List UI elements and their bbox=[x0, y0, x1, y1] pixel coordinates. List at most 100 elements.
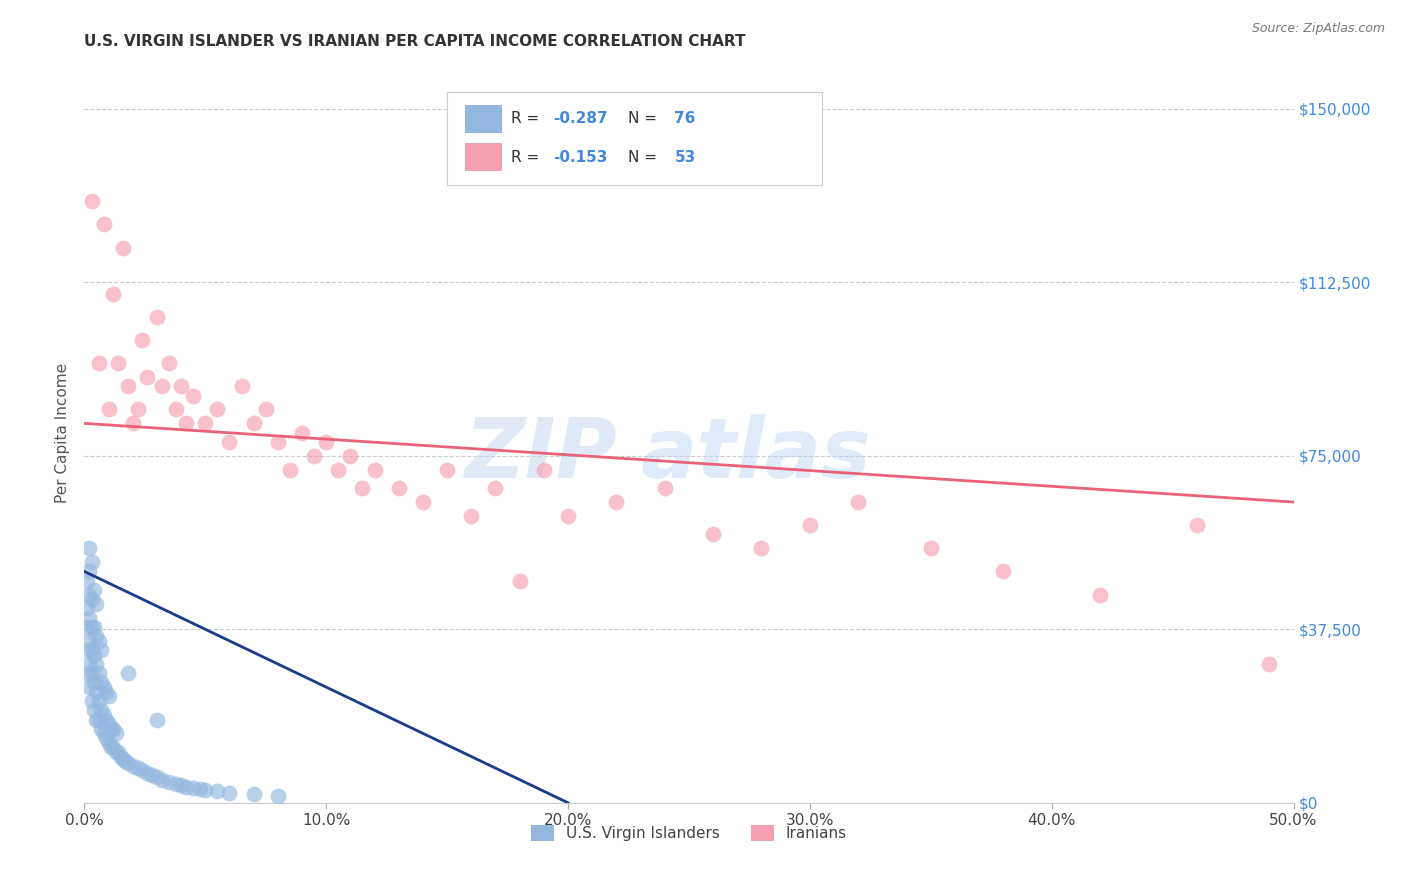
Point bbox=[460, 508, 482, 523]
Y-axis label: Per Capita Income: Per Capita Income bbox=[55, 362, 70, 503]
Point bbox=[165, 777, 187, 791]
Point bbox=[77, 633, 100, 648]
Point bbox=[267, 789, 290, 803]
Text: 76: 76 bbox=[675, 112, 696, 126]
Point bbox=[100, 722, 122, 736]
Point bbox=[104, 726, 127, 740]
Point bbox=[90, 703, 112, 717]
Text: R =: R = bbox=[512, 150, 544, 165]
Point bbox=[86, 629, 108, 643]
Point bbox=[87, 666, 110, 681]
Point bbox=[920, 541, 942, 556]
FancyBboxPatch shape bbox=[465, 104, 502, 133]
Point bbox=[242, 788, 264, 802]
Point bbox=[76, 620, 98, 634]
Point bbox=[436, 462, 458, 476]
Point bbox=[114, 754, 136, 768]
Point bbox=[117, 666, 139, 681]
Point bbox=[170, 379, 193, 393]
Point bbox=[181, 388, 204, 402]
Point bbox=[83, 703, 105, 717]
Point bbox=[83, 582, 105, 597]
Point bbox=[131, 764, 153, 778]
Point bbox=[363, 462, 385, 476]
Point bbox=[86, 713, 108, 727]
Point bbox=[90, 643, 112, 657]
Point bbox=[165, 402, 187, 417]
Point bbox=[77, 680, 100, 694]
Point bbox=[242, 417, 264, 431]
Point bbox=[76, 643, 98, 657]
Point bbox=[86, 685, 108, 699]
Point bbox=[77, 565, 100, 579]
Text: atlas: atlas bbox=[641, 414, 872, 495]
Text: Source: ZipAtlas.com: Source: ZipAtlas.com bbox=[1251, 22, 1385, 36]
Point bbox=[127, 402, 149, 417]
Point bbox=[112, 752, 135, 766]
Point bbox=[157, 775, 180, 789]
Point bbox=[799, 518, 821, 533]
Point bbox=[117, 756, 139, 771]
Point bbox=[190, 781, 212, 796]
Point bbox=[1088, 588, 1111, 602]
Point bbox=[80, 592, 103, 607]
Point bbox=[117, 379, 139, 393]
Text: R =: R = bbox=[512, 112, 544, 126]
Point bbox=[150, 772, 173, 787]
Point bbox=[1258, 657, 1281, 671]
FancyBboxPatch shape bbox=[447, 92, 823, 185]
Point bbox=[194, 782, 217, 797]
Point bbox=[93, 726, 115, 740]
Point bbox=[121, 758, 143, 772]
Point bbox=[388, 481, 411, 495]
Text: -0.153: -0.153 bbox=[554, 150, 607, 165]
Point bbox=[87, 713, 110, 727]
Point bbox=[103, 722, 125, 736]
Point bbox=[557, 508, 579, 523]
Point bbox=[93, 680, 115, 694]
Point bbox=[104, 745, 127, 759]
Point bbox=[77, 657, 100, 671]
Point bbox=[107, 745, 129, 759]
Text: U.S. VIRGIN ISLANDER VS IRANIAN PER CAPITA INCOME CORRELATION CHART: U.S. VIRGIN ISLANDER VS IRANIAN PER CAPI… bbox=[84, 34, 745, 49]
Point bbox=[231, 379, 253, 393]
Point bbox=[80, 666, 103, 681]
Point bbox=[484, 481, 506, 495]
Point bbox=[846, 495, 869, 509]
Text: N =: N = bbox=[628, 112, 662, 126]
Point bbox=[94, 685, 117, 699]
Point bbox=[605, 495, 627, 509]
Point bbox=[218, 434, 240, 449]
Point bbox=[83, 675, 105, 690]
Point bbox=[107, 356, 129, 370]
Point bbox=[146, 310, 169, 324]
Text: N =: N = bbox=[628, 150, 662, 165]
Point bbox=[80, 620, 103, 634]
Point bbox=[100, 740, 122, 755]
Point bbox=[112, 240, 135, 255]
Point bbox=[76, 666, 98, 681]
Text: ZIP: ZIP bbox=[464, 414, 616, 495]
Point bbox=[93, 218, 115, 232]
Point bbox=[121, 417, 143, 431]
Point bbox=[87, 633, 110, 648]
Legend: U.S. Virgin Islanders, Iranians: U.S. Virgin Islanders, Iranians bbox=[524, 819, 853, 847]
Point bbox=[103, 740, 125, 755]
Point bbox=[291, 425, 314, 440]
Point bbox=[1185, 518, 1208, 533]
Point bbox=[131, 333, 153, 347]
Point bbox=[328, 462, 350, 476]
Point bbox=[77, 588, 100, 602]
Point bbox=[136, 370, 159, 384]
Point bbox=[278, 462, 301, 476]
Point bbox=[412, 495, 434, 509]
Text: 53: 53 bbox=[675, 150, 696, 165]
Point bbox=[127, 761, 149, 775]
Point bbox=[702, 527, 724, 541]
Point bbox=[315, 434, 337, 449]
Point bbox=[103, 286, 125, 301]
Point bbox=[97, 736, 120, 750]
Point bbox=[509, 574, 531, 588]
Point bbox=[76, 574, 98, 588]
Point bbox=[80, 555, 103, 569]
